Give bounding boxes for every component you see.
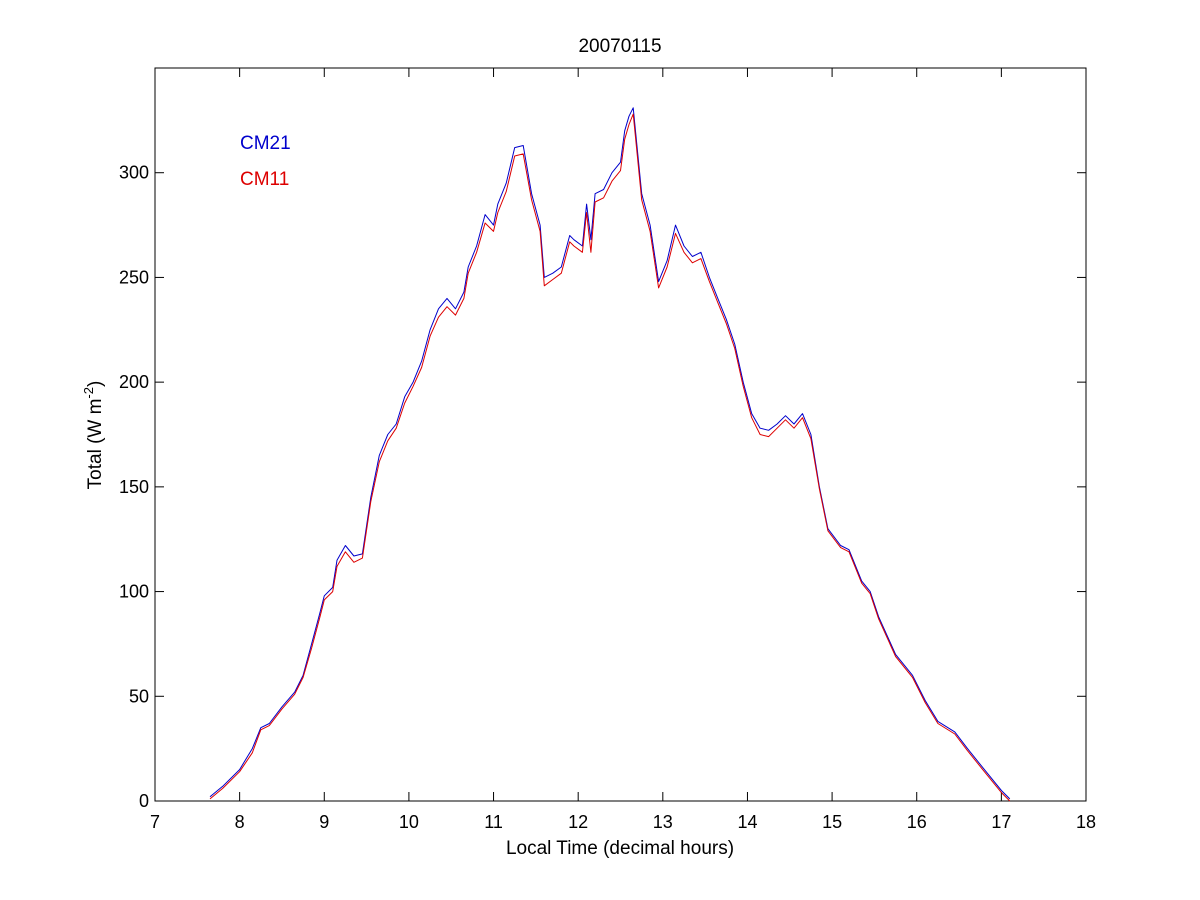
- x-tick-label: 16: [907, 812, 927, 832]
- x-tick-label: 13: [653, 812, 673, 832]
- y-tick-label: 0: [139, 791, 149, 811]
- legend-entry-cm21: CM21: [240, 133, 291, 154]
- chart-title: 20070115: [578, 36, 661, 57]
- y-tick-label: 50: [129, 686, 149, 706]
- y-tick-label: 150: [119, 477, 149, 497]
- x-tick-label: 9: [319, 812, 329, 832]
- x-tick-label: 8: [235, 812, 245, 832]
- x-tick-label: 10: [399, 812, 419, 832]
- x-tick-label: 14: [737, 812, 757, 832]
- legend: CM21 CM11: [240, 133, 291, 190]
- x-tick-label: 11: [484, 812, 503, 832]
- legend-entry-cm11: CM11: [240, 169, 289, 190]
- series-lines: [209, 107, 1011, 802]
- series-line-cm11: [209, 113, 1011, 802]
- y-axis-label-main: Total (W m: [85, 399, 106, 490]
- x-tick-label: 18: [1076, 812, 1096, 832]
- x-tick-label: 7: [150, 812, 160, 832]
- x-tick-label: 15: [822, 812, 842, 832]
- y-axis-label-end: ): [85, 381, 106, 387]
- y-tick-label: 200: [119, 372, 149, 392]
- y-tick-label: 250: [119, 267, 149, 287]
- y-tick-label: 100: [119, 582, 149, 602]
- axis-ticks: 7 8 9 10 11 12 13 14 15 16 17 18 0 50 100 150 200 250 300: [119, 68, 1096, 832]
- y-axis-label: Total (W m-2): [81, 381, 106, 490]
- y-tick-label: 300: [119, 163, 149, 183]
- x-axis-label: Local Time (decimal hours): [506, 838, 734, 859]
- y-axis-label-superscript: -2: [81, 387, 96, 399]
- x-tick-label: 12: [568, 812, 588, 832]
- plot-area: [154, 67, 1087, 802]
- x-tick-label: 17: [991, 812, 1011, 832]
